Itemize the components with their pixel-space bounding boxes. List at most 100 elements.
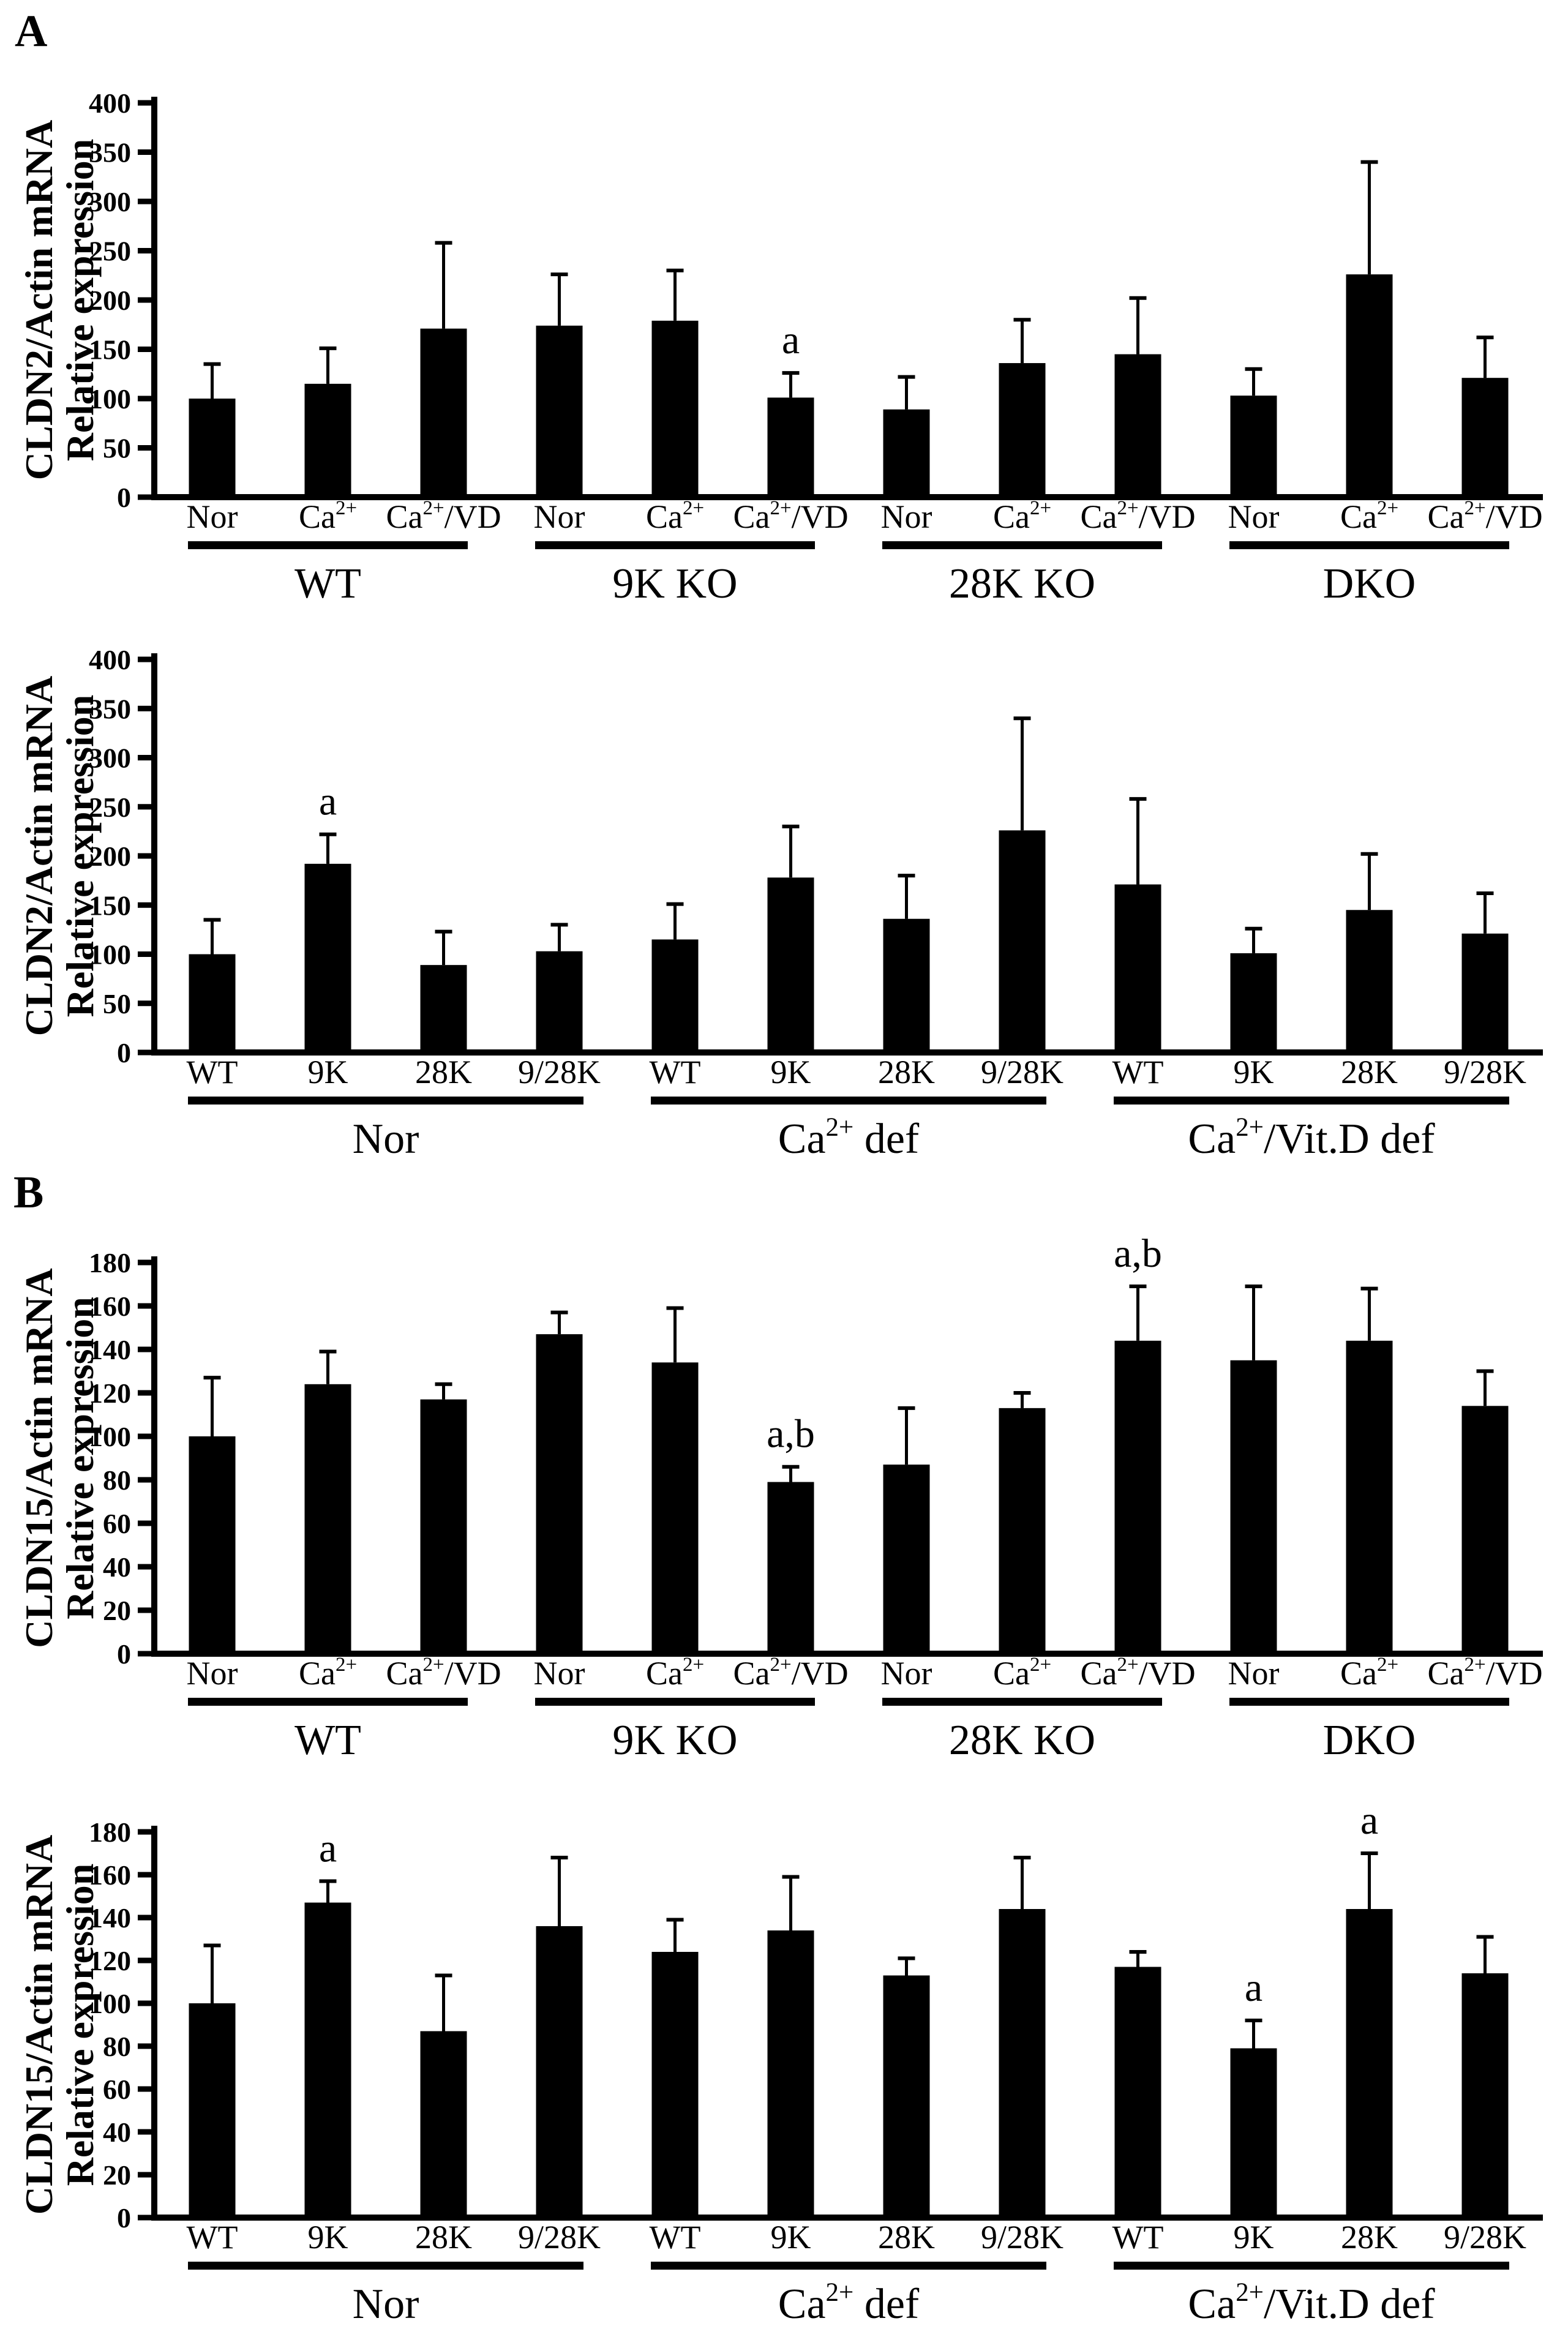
y-tick-label: 350 bbox=[89, 137, 131, 168]
label-segment: Ca bbox=[733, 498, 770, 535]
label-segment: Ca bbox=[993, 1655, 1030, 1692]
bar-tick-label: 9/28K bbox=[518, 1054, 601, 1090]
bar bbox=[999, 1909, 1046, 2218]
bar-tick-label: Ca2+/VD bbox=[386, 497, 501, 535]
bar bbox=[304, 1902, 351, 2218]
bar bbox=[1230, 953, 1277, 1052]
group-underline bbox=[535, 541, 815, 549]
y-tick-label: 400 bbox=[89, 644, 131, 675]
group-underline bbox=[535, 1698, 815, 1706]
label-superscript: 2+ bbox=[336, 1654, 357, 1676]
y-tick-label: 100 bbox=[89, 383, 131, 414]
y-tick-label: 180 bbox=[89, 1247, 131, 1278]
label-segment: def bbox=[853, 1116, 920, 1163]
label-segment: /VD bbox=[792, 1655, 849, 1692]
label-superscript: 2+ bbox=[770, 497, 791, 519]
label-segment: Ca bbox=[778, 1116, 826, 1163]
group-label: 28K KO bbox=[949, 560, 1095, 607]
label-segment: Ca bbox=[778, 2281, 826, 2328]
label-segment: /VD bbox=[1139, 498, 1196, 535]
group-underline bbox=[1114, 1097, 1509, 1105]
label-superscript: 2+ bbox=[1236, 1113, 1264, 1142]
group-label: WT bbox=[294, 1717, 361, 1764]
y-tick-label: 250 bbox=[89, 792, 131, 823]
significance-label: a,b bbox=[1114, 1231, 1162, 1276]
y-tick-label: 120 bbox=[89, 1945, 131, 1976]
label-segment: /Vit.D def bbox=[1264, 1116, 1435, 1163]
group-label: Ca2+/Vit.D def bbox=[1188, 2278, 1435, 2328]
label-segment: Ca bbox=[1080, 1655, 1117, 1692]
bar bbox=[304, 383, 351, 497]
label-segment: 9K KO bbox=[612, 1717, 737, 1764]
bar-tick-label: 9K bbox=[308, 2219, 348, 2256]
y-tick-label: 250 bbox=[89, 236, 131, 267]
bar bbox=[420, 328, 467, 497]
label-segment: WT bbox=[294, 1717, 361, 1764]
label-segment: Ca bbox=[1340, 1655, 1377, 1692]
group-underline bbox=[882, 541, 1162, 549]
y-tick-label: 180 bbox=[89, 1817, 131, 1848]
bar-tick-label: 9/28K bbox=[1444, 2219, 1526, 2256]
label-segment: /VD bbox=[445, 1655, 501, 1692]
panel-label-b: B bbox=[13, 1168, 44, 1218]
bar bbox=[767, 877, 814, 1052]
group-label: WT bbox=[294, 560, 361, 607]
bar-tick-label: Ca2+/VD bbox=[1080, 1654, 1195, 1692]
bar bbox=[1461, 933, 1509, 1052]
bar bbox=[1461, 378, 1509, 497]
y-tick-label: 100 bbox=[89, 939, 131, 970]
bar-tick-label: 9K bbox=[308, 1054, 348, 1090]
bar bbox=[1114, 1340, 1161, 1654]
bar-tick-label: Ca2+/VD bbox=[1427, 1654, 1542, 1692]
bar-tick-label: 9K bbox=[1234, 2219, 1274, 2256]
y-axis-title-line: CLDN15/Actin mRNA bbox=[17, 1835, 61, 2215]
bar bbox=[1230, 1360, 1277, 1654]
y-tick-label: 100 bbox=[89, 1421, 131, 1452]
y-axis-title-line: Relative expression bbox=[58, 139, 102, 462]
y-tick-label: 80 bbox=[103, 1465, 131, 1496]
label-segment: 9/28K bbox=[1444, 1054, 1526, 1090]
bar bbox=[883, 1465, 930, 1654]
label-segment: 9/28K bbox=[518, 2219, 601, 2256]
y-axis-title-line: Relative expression bbox=[58, 1297, 102, 1619]
group-underline bbox=[188, 541, 468, 549]
label-segment: /VD bbox=[792, 498, 849, 535]
label-segment: Ca bbox=[1188, 2281, 1236, 2328]
bar-tick-label: 28K bbox=[1341, 2219, 1398, 2256]
bar-tick-label: Ca2+ bbox=[993, 497, 1051, 535]
label-superscript: 2+ bbox=[770, 1654, 791, 1676]
label-superscript: 2+ bbox=[1464, 497, 1485, 519]
bar bbox=[1230, 396, 1277, 497]
group-underline bbox=[882, 1698, 1162, 1706]
group-underline bbox=[188, 2262, 583, 2270]
y-tick-label: 140 bbox=[89, 1334, 131, 1365]
bar bbox=[536, 1926, 583, 2218]
label-segment: Nor bbox=[534, 498, 585, 535]
y-axis-title-line: Relative expression bbox=[58, 695, 102, 1018]
bar bbox=[883, 409, 930, 497]
bar-tick-label: WT bbox=[650, 1054, 701, 1090]
label-segment: 28K bbox=[415, 1054, 472, 1090]
bar-tick-label: WT bbox=[650, 2219, 701, 2256]
bar bbox=[1114, 354, 1161, 497]
y-tick-label: 40 bbox=[103, 1551, 131, 1583]
label-segment: 9K bbox=[308, 2219, 348, 2256]
label-segment: /VD bbox=[1486, 1655, 1543, 1692]
significance-label: a bbox=[1360, 1798, 1378, 1843]
bar-tick-label: Nor bbox=[881, 498, 932, 535]
significance-label: a bbox=[319, 1826, 337, 1871]
significance-label: a bbox=[782, 318, 800, 362]
label-superscript: 2+ bbox=[683, 1654, 704, 1676]
group-label: Nor bbox=[353, 1116, 419, 1163]
y-tick-label: 20 bbox=[103, 2159, 131, 2191]
label-segment: Ca bbox=[733, 1655, 770, 1692]
label-segment: Ca bbox=[386, 498, 422, 535]
bar bbox=[189, 399, 236, 497]
label-segment: /VD bbox=[1139, 1655, 1196, 1692]
label-segment: 9K bbox=[1234, 1054, 1274, 1090]
group-label: 9K KO bbox=[612, 560, 737, 607]
label-segment: WT bbox=[1112, 2219, 1164, 2256]
label-superscript: 2+ bbox=[1030, 497, 1051, 519]
bar bbox=[883, 918, 930, 1052]
